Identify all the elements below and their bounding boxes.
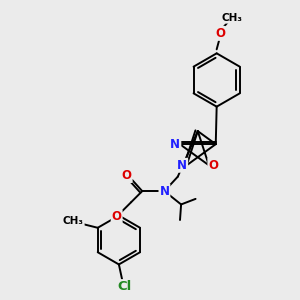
Text: O: O bbox=[208, 159, 218, 172]
Text: N: N bbox=[159, 184, 170, 198]
Text: O: O bbox=[122, 169, 132, 182]
Text: N: N bbox=[170, 138, 180, 151]
Text: Cl: Cl bbox=[117, 280, 132, 293]
Text: O: O bbox=[112, 210, 122, 223]
Text: N: N bbox=[177, 159, 187, 172]
Text: CH₃: CH₃ bbox=[222, 13, 243, 23]
Text: O: O bbox=[215, 27, 225, 40]
Text: CH₃: CH₃ bbox=[63, 216, 84, 226]
